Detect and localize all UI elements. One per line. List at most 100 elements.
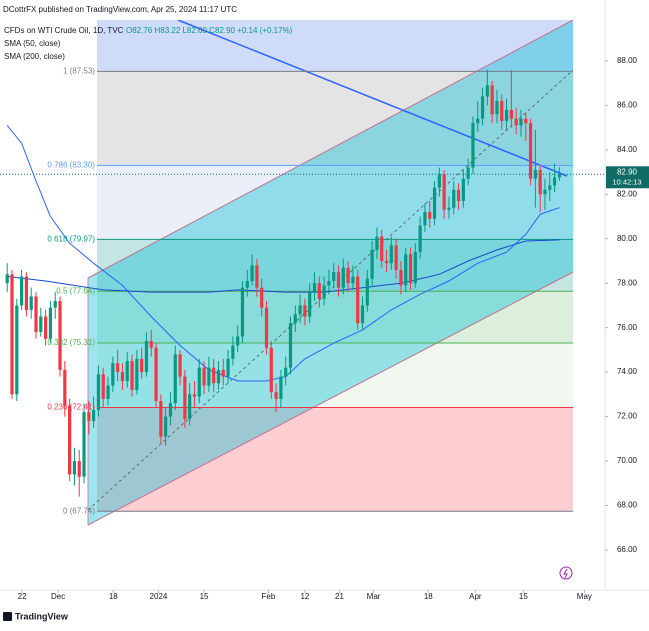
candle-body: [384, 260, 389, 264]
candle-body: [274, 392, 278, 399]
candle-body: [303, 305, 307, 317]
candle-body: [284, 367, 288, 377]
candle-body: [164, 416, 168, 437]
candle-body: [480, 96, 485, 119]
candle-body: [48, 307, 53, 339]
candle-body: [504, 109, 509, 121]
candle-body: [533, 169, 537, 179]
candle-body: [178, 354, 182, 377]
candle-body: [101, 374, 105, 399]
candle-body: [404, 254, 408, 286]
x-tick-label: 12: [300, 592, 309, 601]
candle-body: [173, 354, 177, 404]
candle-body: [39, 316, 43, 333]
ohlc: O82.76 H83.22 L82.60 C82.90 +0.14 (+0.17…: [126, 26, 293, 35]
candle-body: [188, 394, 192, 419]
candle-body: [312, 283, 317, 293]
candle-body: [514, 118, 518, 126]
candles: [5, 69, 561, 497]
fib-band: [97, 407, 573, 512]
y-tick-label: 78.00: [617, 278, 638, 287]
candle-body: [168, 403, 173, 417]
candle-body: [264, 307, 269, 348]
y-tick-label: 72.00: [617, 412, 638, 421]
candle-body: [44, 316, 48, 339]
candle-body: [557, 174, 561, 178]
candle-body: [111, 363, 115, 386]
fib-band: [97, 165, 573, 240]
candle-body: [288, 323, 293, 368]
candle-body: [356, 276, 360, 324]
legend-entry: SMA (50, close): [4, 39, 61, 48]
candle-body: [92, 409, 96, 422]
candle-body: [370, 249, 374, 279]
candle-body: [418, 225, 422, 253]
x-tick-label: 18: [109, 592, 118, 601]
fib-bands: [97, 20, 573, 512]
candle-body: [375, 236, 379, 250]
candle-body: [226, 358, 230, 377]
candle-body: [519, 118, 523, 126]
candle-body: [125, 361, 129, 382]
candle-body: [389, 245, 393, 264]
candle-body: [68, 405, 72, 475]
candle-body: [58, 300, 62, 370]
fib-lines: [0, 70, 605, 512]
candle-body: [5, 274, 9, 284]
candle-body: [538, 169, 542, 195]
candle-body: [476, 118, 480, 124]
axes: 88.00 86.00 84.00 82.00 80.00 78.00 76.00 74.00…: [0, 0, 649, 601]
candle-body: [346, 267, 350, 284]
candle-body: [548, 185, 552, 190]
candle-body: [106, 385, 110, 399]
candle-body: [130, 361, 134, 390]
last-price-badge: [606, 166, 649, 189]
candle-body: [490, 85, 494, 115]
countdown: 10:42:13: [612, 177, 641, 186]
candle-body: [221, 369, 225, 377]
candle-body: [447, 207, 451, 210]
candle-body: [317, 283, 321, 299]
candle-body: [236, 336, 240, 346]
candle-body: [279, 376, 283, 399]
candle-body: [116, 363, 120, 373]
candle-body: [293, 314, 297, 324]
fib-band: [97, 239, 573, 292]
candle-body: [197, 367, 201, 397]
candle-body: [120, 372, 125, 382]
candle-body: [24, 276, 29, 310]
x-tick-label: 2024: [150, 592, 168, 601]
x-tick-label: 18: [424, 592, 433, 601]
x-tick-label: Feb: [262, 592, 276, 601]
candle-body: [442, 174, 446, 210]
candle-body: [20, 276, 24, 306]
x-tick-label: 21: [335, 592, 344, 601]
y-tick-label: 88.00: [617, 56, 638, 65]
candle-body: [399, 269, 403, 286]
candle-body: [428, 212, 432, 219]
candle-body: [327, 280, 331, 286]
candle-body: [269, 347, 273, 393]
candle-body: [144, 341, 149, 373]
candle-body: [332, 272, 336, 281]
candle-body: [437, 174, 441, 188]
candle-body: [140, 358, 144, 373]
candle-body: [192, 394, 197, 397]
y-tick-label: 68.00: [617, 501, 638, 510]
candle-body: [149, 341, 153, 348]
candle-body: [485, 85, 489, 97]
candle-body: [408, 254, 413, 284]
candle-body: [461, 178, 465, 201]
x-tick-label: 15: [519, 592, 528, 601]
candle-body: [495, 100, 499, 115]
sma-line: [6, 125, 560, 382]
candle-body: [96, 374, 101, 410]
y-tick-label: 86.00: [617, 100, 638, 109]
last-price-label: 82.90: [617, 167, 638, 176]
candle-body: [524, 118, 528, 124]
y-tick-label: 66.00: [617, 545, 638, 554]
candle-body: [260, 287, 264, 308]
candle-body: [10, 274, 14, 395]
